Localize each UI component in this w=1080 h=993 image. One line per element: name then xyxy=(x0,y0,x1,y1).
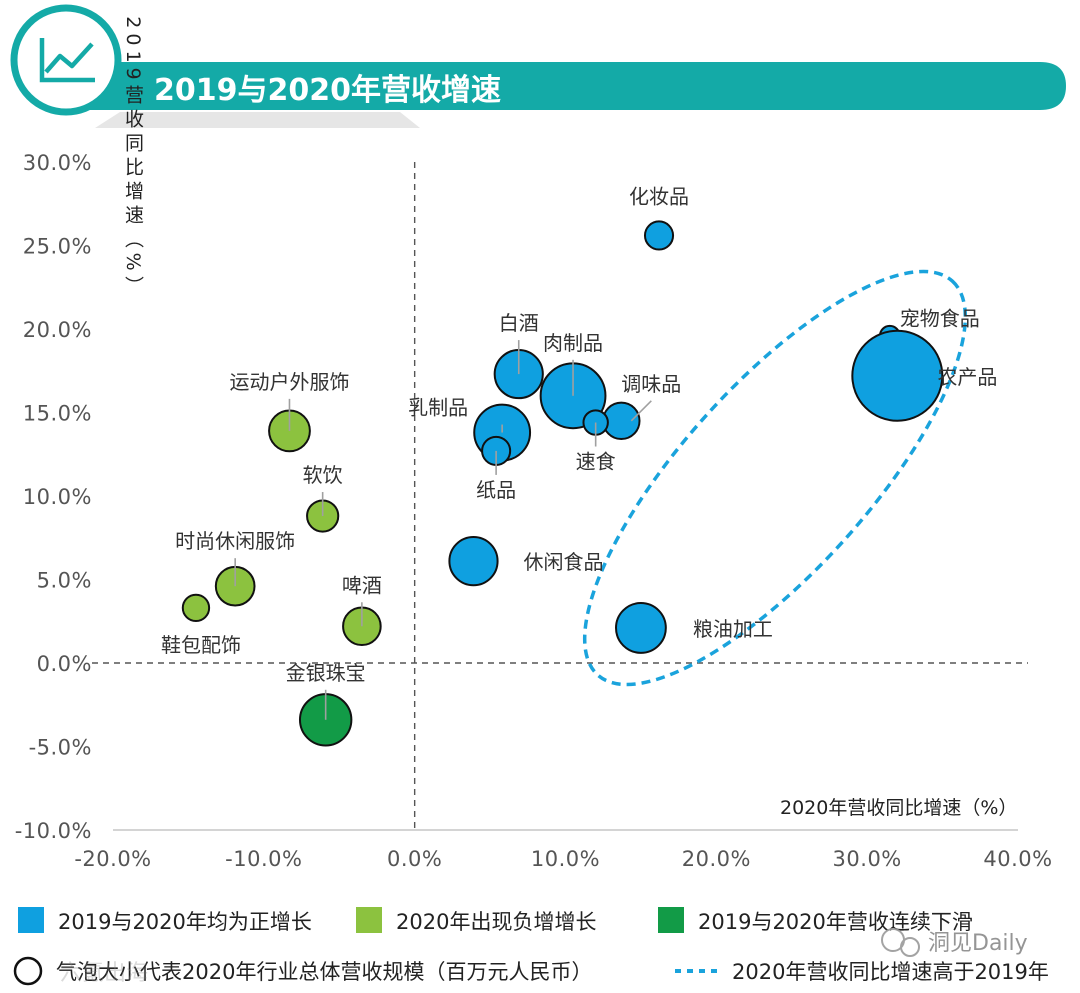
legend-swatch-darkgreen xyxy=(658,907,684,933)
bubble-label: 肉制品 xyxy=(543,331,603,355)
y-tick-label: 5.0% xyxy=(37,569,92,593)
bubble-label: 调味品 xyxy=(621,372,681,396)
bubble-label: 啤酒 xyxy=(342,573,382,597)
bubble-point xyxy=(448,536,499,587)
legend-label-darkgreen: 2019与2020年营收连续下滑 xyxy=(698,910,973,934)
bubble-label: 运动户外服饰 xyxy=(229,370,349,394)
bubble-label: 软饮 xyxy=(303,463,343,487)
legend-swatch-blue xyxy=(18,907,44,933)
y-tick-label: 25.0% xyxy=(23,235,92,259)
y-tick-label: 15.0% xyxy=(23,402,92,426)
watermark: 洞见Daily 六氪出海 xyxy=(60,928,1028,986)
y-tick-label: 10.0% xyxy=(23,485,92,509)
legend-swatch-lightgreen xyxy=(356,907,382,933)
bubble-label: 鞋包配饰 xyxy=(161,633,241,657)
x-tick-label: 30.0% xyxy=(833,847,902,871)
bubble-label: 时尚休闲服饰 xyxy=(175,529,295,553)
bubble-label: 速食 xyxy=(576,450,616,474)
x-tick-label: 20.0% xyxy=(682,847,751,871)
bubble-label: 化妆品 xyxy=(629,184,689,208)
bubble-label: 金银珠宝 xyxy=(286,661,366,685)
x-tick-label: -20.0% xyxy=(74,847,151,871)
bubble-point xyxy=(181,593,211,623)
bubble-label: 宠物食品 xyxy=(900,307,980,331)
y-tick-label: 0.0% xyxy=(37,652,92,676)
bubble-point xyxy=(615,602,667,654)
legend-label-blue: 2019与2020年均为正增长 xyxy=(58,910,312,934)
bubble-point xyxy=(851,329,944,422)
x-axis-title: 2020年营收同比增速（%） xyxy=(780,797,1017,819)
header-banner: 2019与2020年营收增速 xyxy=(10,4,1066,128)
bubble-label: 乳制品 xyxy=(408,396,468,420)
axes: -20.0% -10.0% 0.0% 10.0% 20.0% 30.0% 40.0% 30.0… xyxy=(15,151,1052,871)
bubble-label: 粮油加工 xyxy=(693,617,773,641)
watermark-left: 六氪出海 xyxy=(60,961,148,986)
watermark-right: 洞见Daily xyxy=(928,931,1028,956)
bubble-label: 纸品 xyxy=(476,478,516,502)
bubble-label: 休闲食品 xyxy=(523,550,603,574)
y-tick-label: 20.0% xyxy=(23,318,92,342)
bubbles xyxy=(181,220,944,747)
y-tick-label: 30.0% xyxy=(23,151,92,175)
legend-bubble-note: 气泡大小代表2020年行业总体营收规模（百万元人民币） xyxy=(56,960,592,984)
bubble-label: 农产品 xyxy=(937,365,997,389)
y-tick-label: -10.0% xyxy=(15,819,92,843)
x-tick-label: -10.0% xyxy=(225,847,302,871)
bubble-label: 白酒 xyxy=(499,311,539,335)
y-axis-title: 2019营收同比增速（%） xyxy=(122,16,144,299)
highlight-ellipse-shape xyxy=(582,269,968,687)
bubble-point xyxy=(643,220,675,251)
line-chart-icon xyxy=(39,38,95,83)
chart-title: 2019与2020年营收增速 xyxy=(154,73,501,108)
y-axis-title-text: 2019营收同比增速（%） xyxy=(122,16,144,299)
leader-line xyxy=(630,400,652,422)
legend-label-lightgreen: 2020年出现负增增长 xyxy=(396,910,596,934)
x-tick-label: 40.0% xyxy=(983,847,1052,871)
legend-dashed-note: 2020年营收同比增速高于2019年 xyxy=(732,960,1049,984)
x-tick-label: 0.0% xyxy=(387,847,442,871)
legend: 2019与2020年均为正增长 2020年出现负增增长 2019与2020年营收… xyxy=(13,907,1049,986)
x-tick-label: 10.0% xyxy=(531,847,600,871)
highlight-ellipse xyxy=(582,269,968,687)
bubble-size-icon xyxy=(13,956,43,986)
y-tick-label: -5.0% xyxy=(29,736,92,760)
